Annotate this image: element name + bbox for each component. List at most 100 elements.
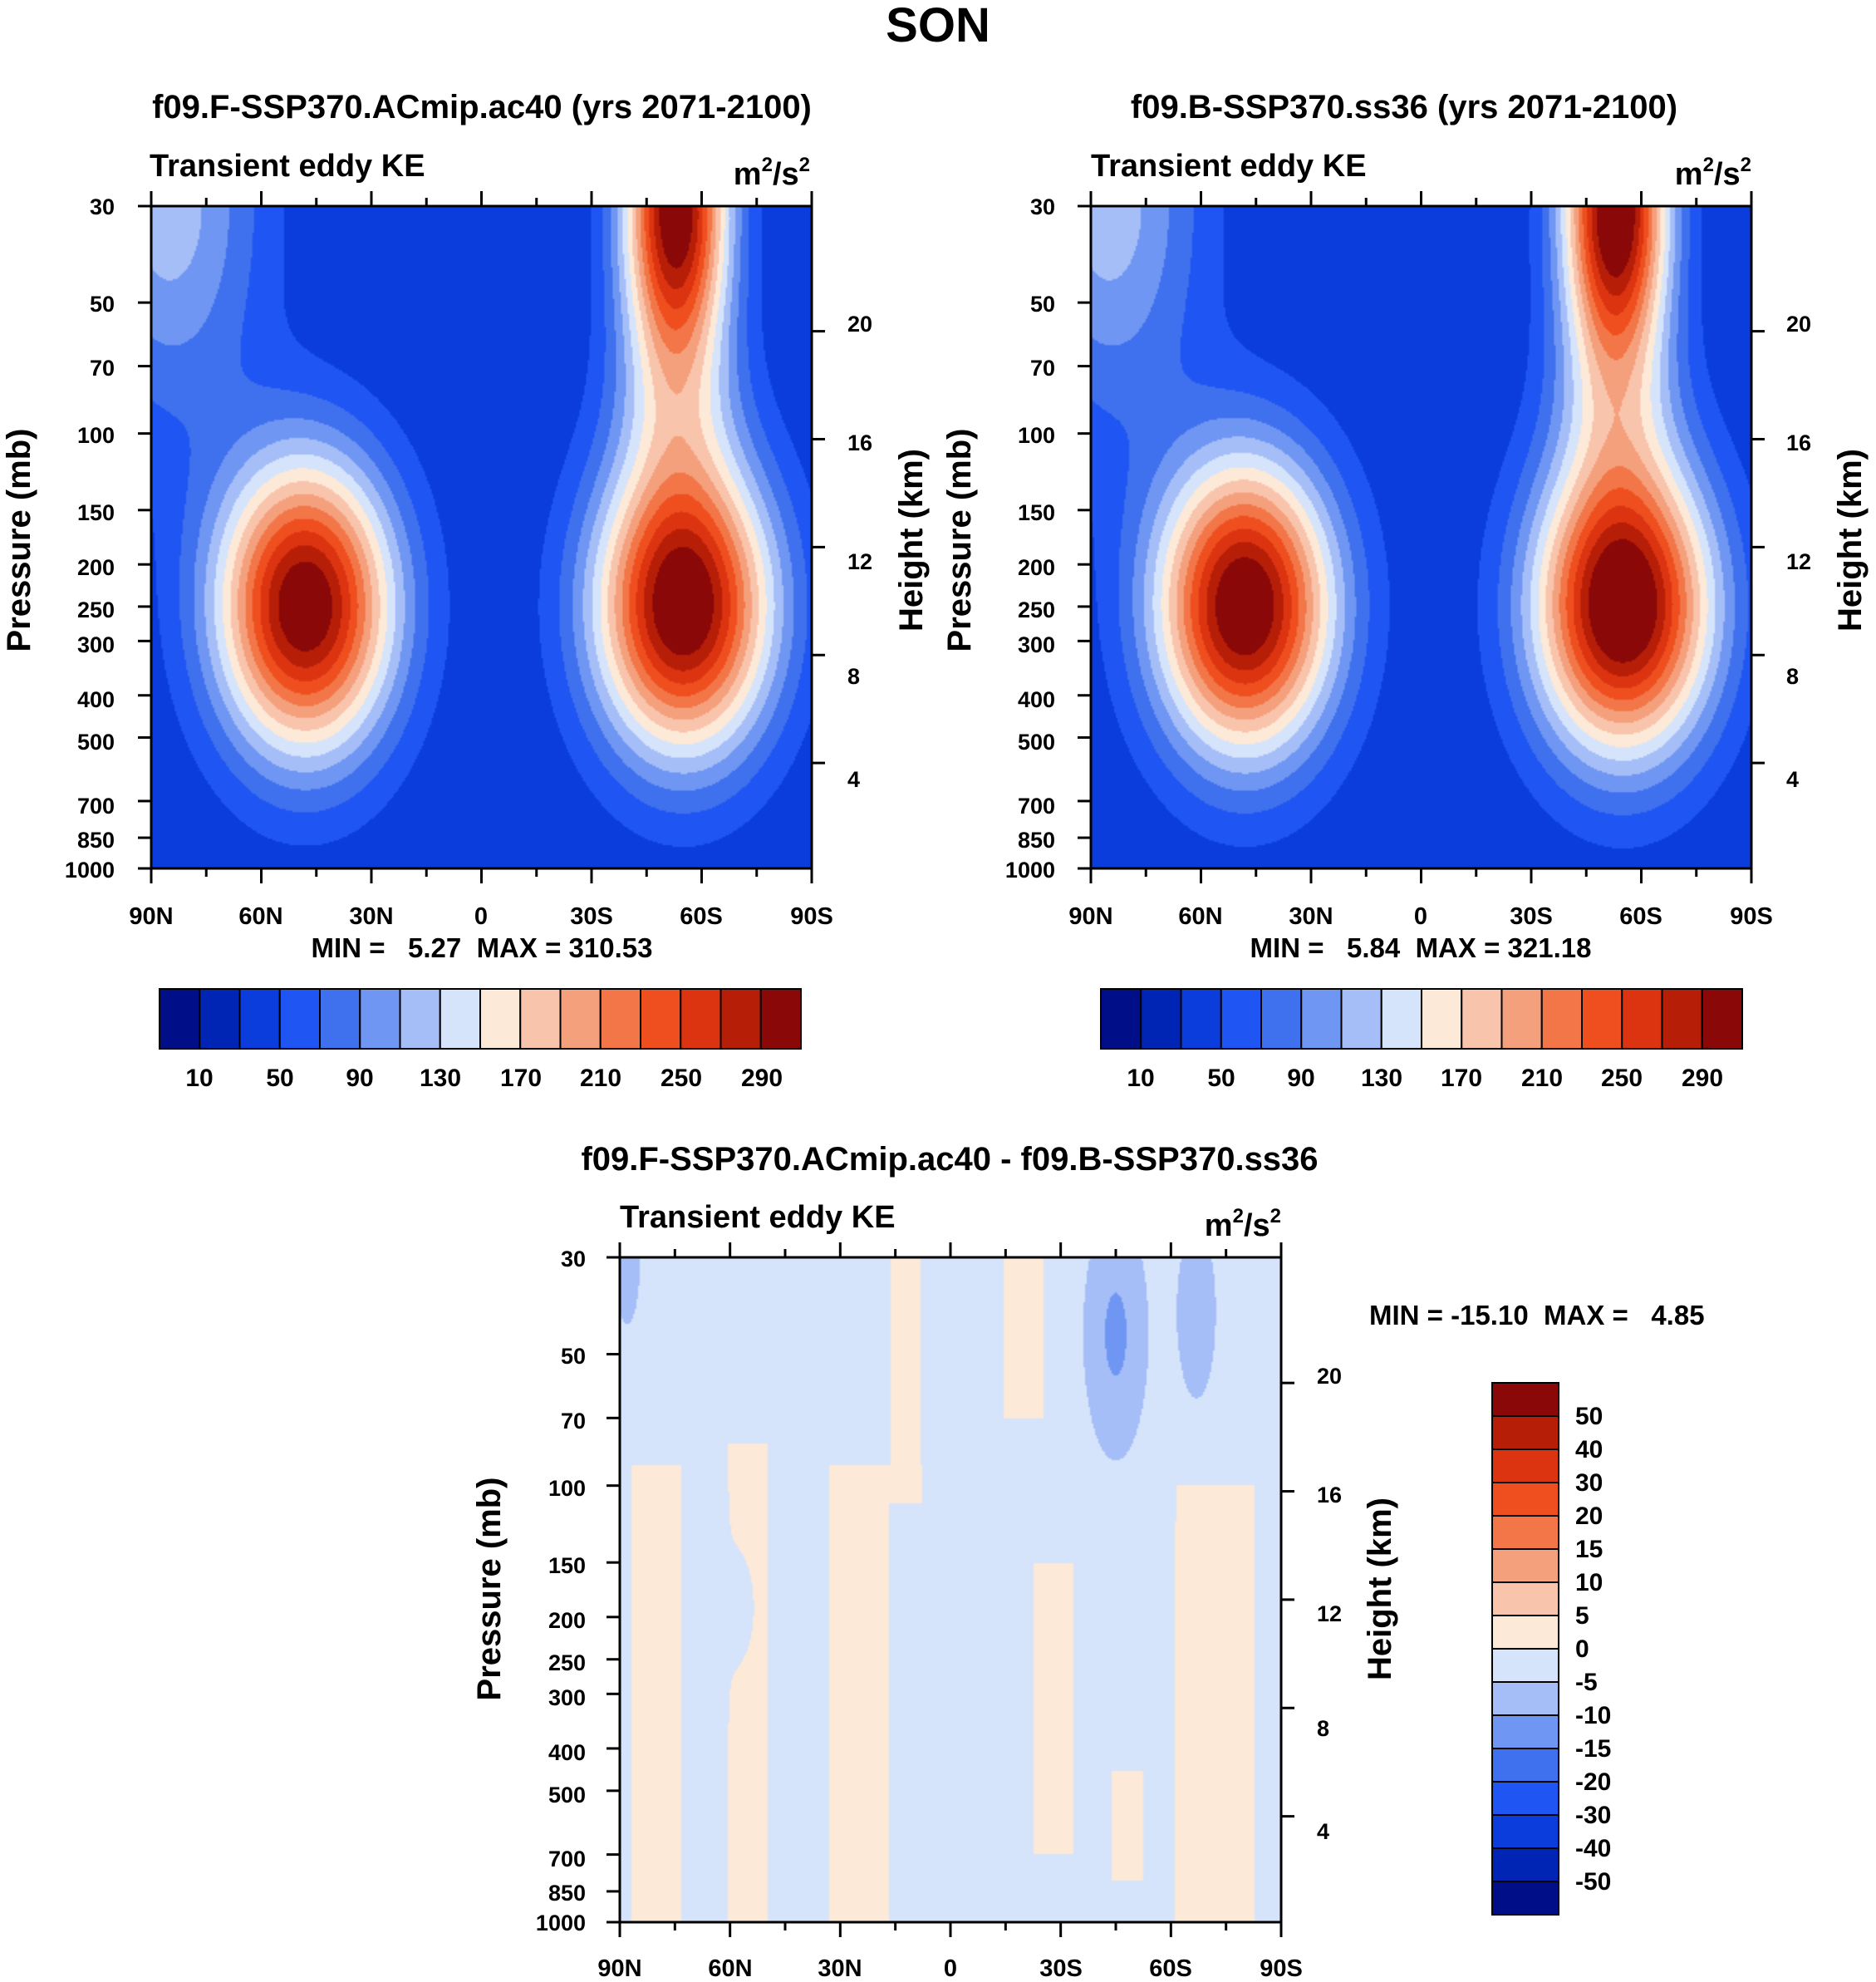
- colorbar-swatch: [359, 988, 401, 1050]
- y-ticks: 30 50 70 100 150 200 250 300 400 500 700…: [1005, 194, 1055, 883]
- y-tick-label: 200: [1018, 555, 1055, 580]
- y-tick-label: 300: [77, 632, 115, 657]
- y-tick-label: 1000: [65, 858, 115, 883]
- y-tick-label: 100: [77, 423, 115, 448]
- colorbar-swatch: [1701, 988, 1743, 1050]
- height-ticks: 20 16 12 8 4: [1786, 312, 1811, 792]
- colorbar-swatch: [1491, 1415, 1559, 1450]
- x-ticks: 90N 60N 30N 0 30S 60S 90S: [1068, 903, 1772, 930]
- figure-title: SON: [886, 0, 990, 52]
- height-tick-label: 20: [847, 312, 872, 337]
- height-tick-label: 20: [1786, 312, 1811, 337]
- y-tick-label: 30: [90, 194, 115, 219]
- y-axis-label: Pressure (mb): [941, 429, 978, 652]
- y-tick-label: 300: [1018, 632, 1055, 657]
- x-tick-label: 60S: [1149, 1955, 1192, 1982]
- y-tick-label: 250: [548, 1650, 586, 1675]
- height-tick-label: 4: [1317, 1819, 1329, 1844]
- colorbar-label: 50: [1575, 1403, 1603, 1430]
- colorbar-swatch: [1491, 1748, 1559, 1783]
- colorbar-swatch: [439, 988, 481, 1050]
- colorbar: [159, 988, 802, 1050]
- x-tick-label: 0: [474, 903, 488, 930]
- y-axis-label: Pressure (mb): [471, 1478, 508, 1701]
- colorbar-label: -30: [1575, 1802, 1611, 1829]
- x-tick-label: 60S: [1619, 903, 1662, 930]
- y-tick-label: 300: [548, 1685, 586, 1710]
- variable-label: Transient eddy KE: [620, 1200, 896, 1235]
- x-ticks: 90N 60N 30N 0 30S 60S 90S: [597, 1955, 1302, 1982]
- y-axis-right-label: Height (km): [893, 449, 930, 632]
- y-tick-label: 500: [1018, 730, 1055, 755]
- height-ticks: 20 16 12 8 4: [1317, 1364, 1342, 1844]
- colorbar-label: -50: [1575, 1868, 1611, 1896]
- colorbar-swatch: [519, 988, 562, 1050]
- colorbar-label: 170: [500, 1065, 542, 1092]
- variable-label: Transient eddy KE: [1091, 149, 1367, 184]
- colorbar-swatch: [1491, 1881, 1559, 1916]
- colorbar-swatch: [1461, 988, 1503, 1050]
- colorbar: [1100, 988, 1743, 1050]
- height-tick-label: 16: [1317, 1483, 1342, 1507]
- x-tick-label: 30S: [1510, 903, 1553, 930]
- x-tick-label: 30N: [349, 903, 393, 930]
- colorbar-label: 50: [266, 1065, 293, 1092]
- height-tick-label: 8: [1317, 1716, 1329, 1741]
- colorbar-swatch: [1491, 1382, 1559, 1417]
- height-tick-label: 12: [1786, 549, 1811, 574]
- y-tick-label: 500: [548, 1783, 586, 1807]
- colorbar-label: 0: [1575, 1635, 1589, 1663]
- tick-marks: [138, 191, 1765, 1937]
- panel-title: f09.F-SSP370.ACmip.ac40 (yrs 2071-2100): [152, 89, 812, 125]
- y-ticks: 30 50 70 100 150 200 250 300 400 500 700…: [536, 1247, 586, 1935]
- x-tick-label: 90S: [1260, 1955, 1303, 1982]
- x-tick-label: 60N: [1178, 903, 1222, 930]
- colorbar-swatch: [199, 988, 241, 1050]
- colorbar-label: -15: [1575, 1735, 1611, 1763]
- colorbar-label: -10: [1575, 1702, 1611, 1729]
- units-label: m2/s2: [1205, 1205, 1281, 1243]
- colorbar-label: 210: [1521, 1065, 1563, 1092]
- colorbar-labels: 10 50 90 130 170 210 250 290: [1127, 1065, 1723, 1092]
- colorbar-label: 40: [1575, 1436, 1603, 1463]
- colorbar-label: 250: [661, 1065, 702, 1092]
- height-tick-label: 8: [1786, 664, 1799, 689]
- height-tick-label: 12: [1317, 1601, 1342, 1626]
- y-tick-label: 400: [548, 1740, 586, 1765]
- y-tick-label: 150: [1018, 500, 1055, 525]
- colorbar-swatch: [479, 988, 522, 1050]
- y-tick-label: 1000: [1005, 858, 1055, 883]
- y-tick-label: 700: [77, 794, 115, 819]
- colorbar-label: 290: [741, 1065, 783, 1092]
- y-tick-label: 50: [561, 1344, 586, 1369]
- colorbar-swatch: [599, 988, 641, 1050]
- colorbar-swatch: [1491, 1814, 1559, 1849]
- colorbar-swatch: [1500, 988, 1543, 1050]
- colorbar-swatch: [1491, 1615, 1559, 1650]
- height-tick-label: 8: [847, 664, 860, 689]
- colorbar-label: 30: [1575, 1469, 1603, 1497]
- colorbar: [1491, 1382, 1559, 1916]
- panel-ac40: f09.F-SSP370.ACmip.ac40 (yrs 2071-2100) …: [1, 89, 930, 1092]
- colorbar-swatch: [1540, 988, 1583, 1050]
- colorbar-swatch: [159, 988, 201, 1050]
- colorbar-labels: 50 40 30 20 15 10 5 0 -5 -10 -15 -20 -30…: [1575, 1403, 1611, 1896]
- colorbar-swatch: [278, 988, 321, 1050]
- x-tick-label: 0: [1414, 903, 1427, 930]
- y-tick-label: 200: [548, 1608, 586, 1633]
- y-axis-label: Pressure (mb): [1, 429, 37, 652]
- colorbar-label: 170: [1441, 1065, 1482, 1092]
- colorbar-swatch: [1260, 988, 1303, 1050]
- contour-plot: [150, 204, 813, 870]
- height-tick-label: 16: [1786, 430, 1811, 455]
- x-tick-label: 60N: [238, 903, 282, 930]
- x-tick-label: 90N: [597, 1955, 641, 1982]
- y-tick-label: 150: [77, 500, 115, 525]
- panel-difference: f09.F-SSP370.ACmip.ac40 - f09.B-SSP370.s…: [471, 1141, 1705, 1982]
- colorbar-label: 130: [1361, 1065, 1402, 1092]
- variable-label: Transient eddy KE: [150, 149, 425, 184]
- colorbar-swatch: [1491, 1581, 1559, 1616]
- contour-field: [1091, 206, 1751, 868]
- x-tick-label: 0: [944, 1955, 957, 1982]
- colorbar-swatch: [1621, 988, 1663, 1050]
